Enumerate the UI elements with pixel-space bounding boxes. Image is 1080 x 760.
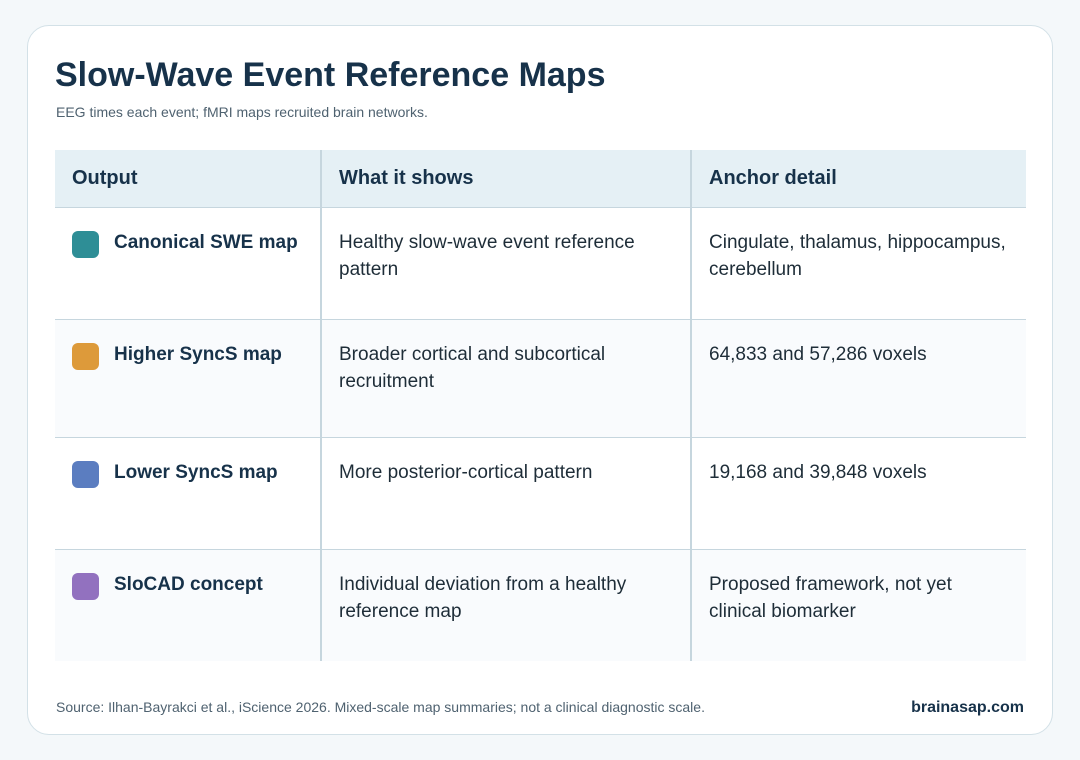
shows-cell: More posterior-cortical pattern: [320, 437, 691, 550]
page-subtitle: EEG times each event; fMRI maps recruite…: [56, 104, 428, 120]
output-label: Canonical SWE map: [114, 231, 298, 253]
reference-maps-table: Output What it shows Anchor detail Canon…: [55, 150, 1026, 661]
purple-color-swatch: [72, 572, 99, 600]
table-row: Higher SyncS map Broader cortical and su…: [55, 319, 1026, 438]
output-label: Lower SyncS map: [114, 461, 278, 483]
column-header-what-it-shows: What it shows: [320, 150, 691, 208]
output-cell: SloCAD concept: [55, 549, 321, 661]
anchor-cell: 64,833 and 57,286 voxels: [690, 319, 1026, 438]
output-cell: Canonical SWE map: [55, 207, 321, 320]
output-cell: Lower SyncS map: [55, 437, 321, 550]
anchor-cell: 19,168 and 39,848 voxels: [690, 437, 1026, 550]
teal-color-swatch: [72, 230, 99, 258]
shows-cell: Healthy slow-wave event reference patter…: [320, 207, 691, 320]
column-header-output: Output: [55, 150, 321, 208]
page-title: Slow-Wave Event Reference Maps: [55, 56, 606, 94]
table-header-row: Output What it shows Anchor detail: [55, 150, 1026, 208]
output-label: SloCAD concept: [114, 573, 263, 595]
anchor-cell: Proposed framework, not yet clinical bio…: [690, 549, 1026, 661]
anchor-cell: Cingulate, thalamus, hippocampus, cerebe…: [690, 207, 1026, 320]
orange-color-swatch: [72, 342, 99, 370]
column-header-anchor-detail: Anchor detail: [690, 150, 1026, 208]
table-row: Lower SyncS map More posterior-cortical …: [55, 437, 1026, 550]
table-row: SloCAD concept Individual deviation from…: [55, 549, 1026, 661]
shows-cell: Broader cortical and subcortical recruit…: [320, 319, 691, 438]
source-note: Source: Ilhan-Bayrakci et al., iScience …: [56, 699, 705, 715]
brand-link[interactable]: brainasap.com: [911, 699, 1024, 716]
output-label: Higher SyncS map: [114, 343, 282, 365]
blue-color-swatch: [72, 460, 99, 488]
table-row: Canonical SWE map Healthy slow-wave even…: [55, 207, 1026, 320]
shows-cell: Individual deviation from a healthy refe…: [320, 549, 691, 661]
output-cell: Higher SyncS map: [55, 319, 321, 438]
reference-maps-card: Slow-Wave Event Reference Maps EEG times…: [27, 25, 1053, 735]
